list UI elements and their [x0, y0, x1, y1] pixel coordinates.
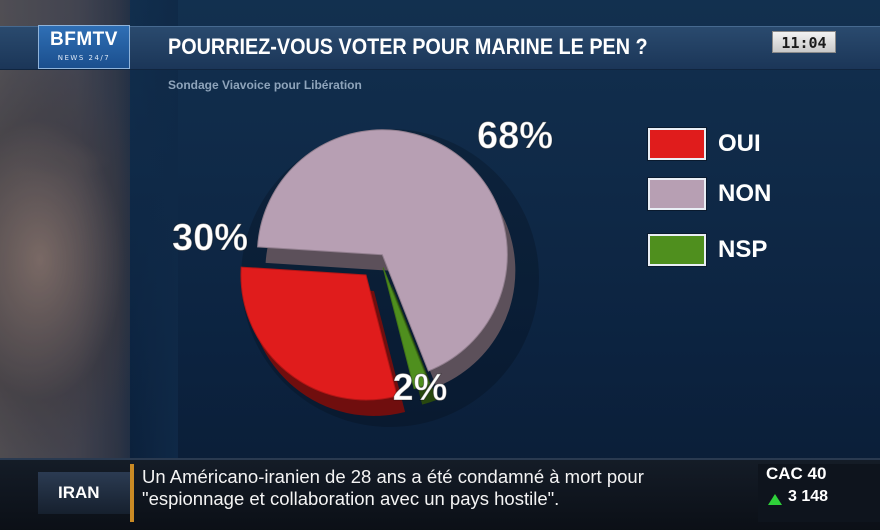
legend-item-oui: OUI — [648, 128, 848, 168]
legend-swatch-non — [648, 178, 706, 210]
pie-slice-non — [257, 129, 508, 372]
pie-slice-oui — [240, 266, 398, 401]
channel-logo: BFMTV NEWS 24/7 — [38, 25, 130, 69]
background-portrait — [0, 0, 130, 458]
market-value: 3 148 — [788, 488, 829, 505]
trend-up-icon — [768, 494, 782, 505]
data-label-non: 68% — [477, 115, 553, 157]
legend-item-nsp: NSP — [648, 234, 848, 274]
clock: 11:04 — [772, 31, 836, 53]
chart-subtitle: Sondage Viavoice pour Libération — [168, 78, 362, 92]
market-index: CAC 40 3 148 — [758, 464, 880, 522]
ticker-separator — [130, 464, 134, 522]
market-name: CAC 40 — [766, 464, 827, 483]
news-ticker — [0, 458, 880, 530]
ticker-line-1: Un Américano-iranien de 28 ans a été con… — [142, 466, 644, 487]
channel-logo-sub: NEWS 24/7 — [57, 54, 111, 62]
legend-label-oui: OUI — [718, 130, 761, 157]
legend-label-nsp: NSP — [718, 236, 768, 263]
ticker-line-2: "espionnage et collaboration avec un pay… — [142, 488, 560, 509]
legend-item-non: NON — [648, 178, 848, 218]
portrait-fade — [118, 0, 178, 458]
channel-logo-text: BFMTV — [50, 29, 118, 50]
ticker-headline: Un Américano-iranien de 28 ans a été con… — [142, 466, 752, 510]
pie-slice-nsp — [382, 267, 430, 390]
legend-swatch-nsp — [648, 234, 706, 266]
header-bar — [0, 26, 880, 70]
data-label-oui: 30% — [172, 217, 248, 259]
chart-title: POURRIEZ-VOUS VOTER POUR MARINE LE PEN ? — [168, 34, 648, 59]
legend-swatch-oui — [648, 128, 706, 160]
ticker-category: IRAN — [38, 472, 132, 514]
legend-label-non: NON — [718, 180, 772, 207]
data-label-nsp: 2% — [393, 367, 448, 409]
